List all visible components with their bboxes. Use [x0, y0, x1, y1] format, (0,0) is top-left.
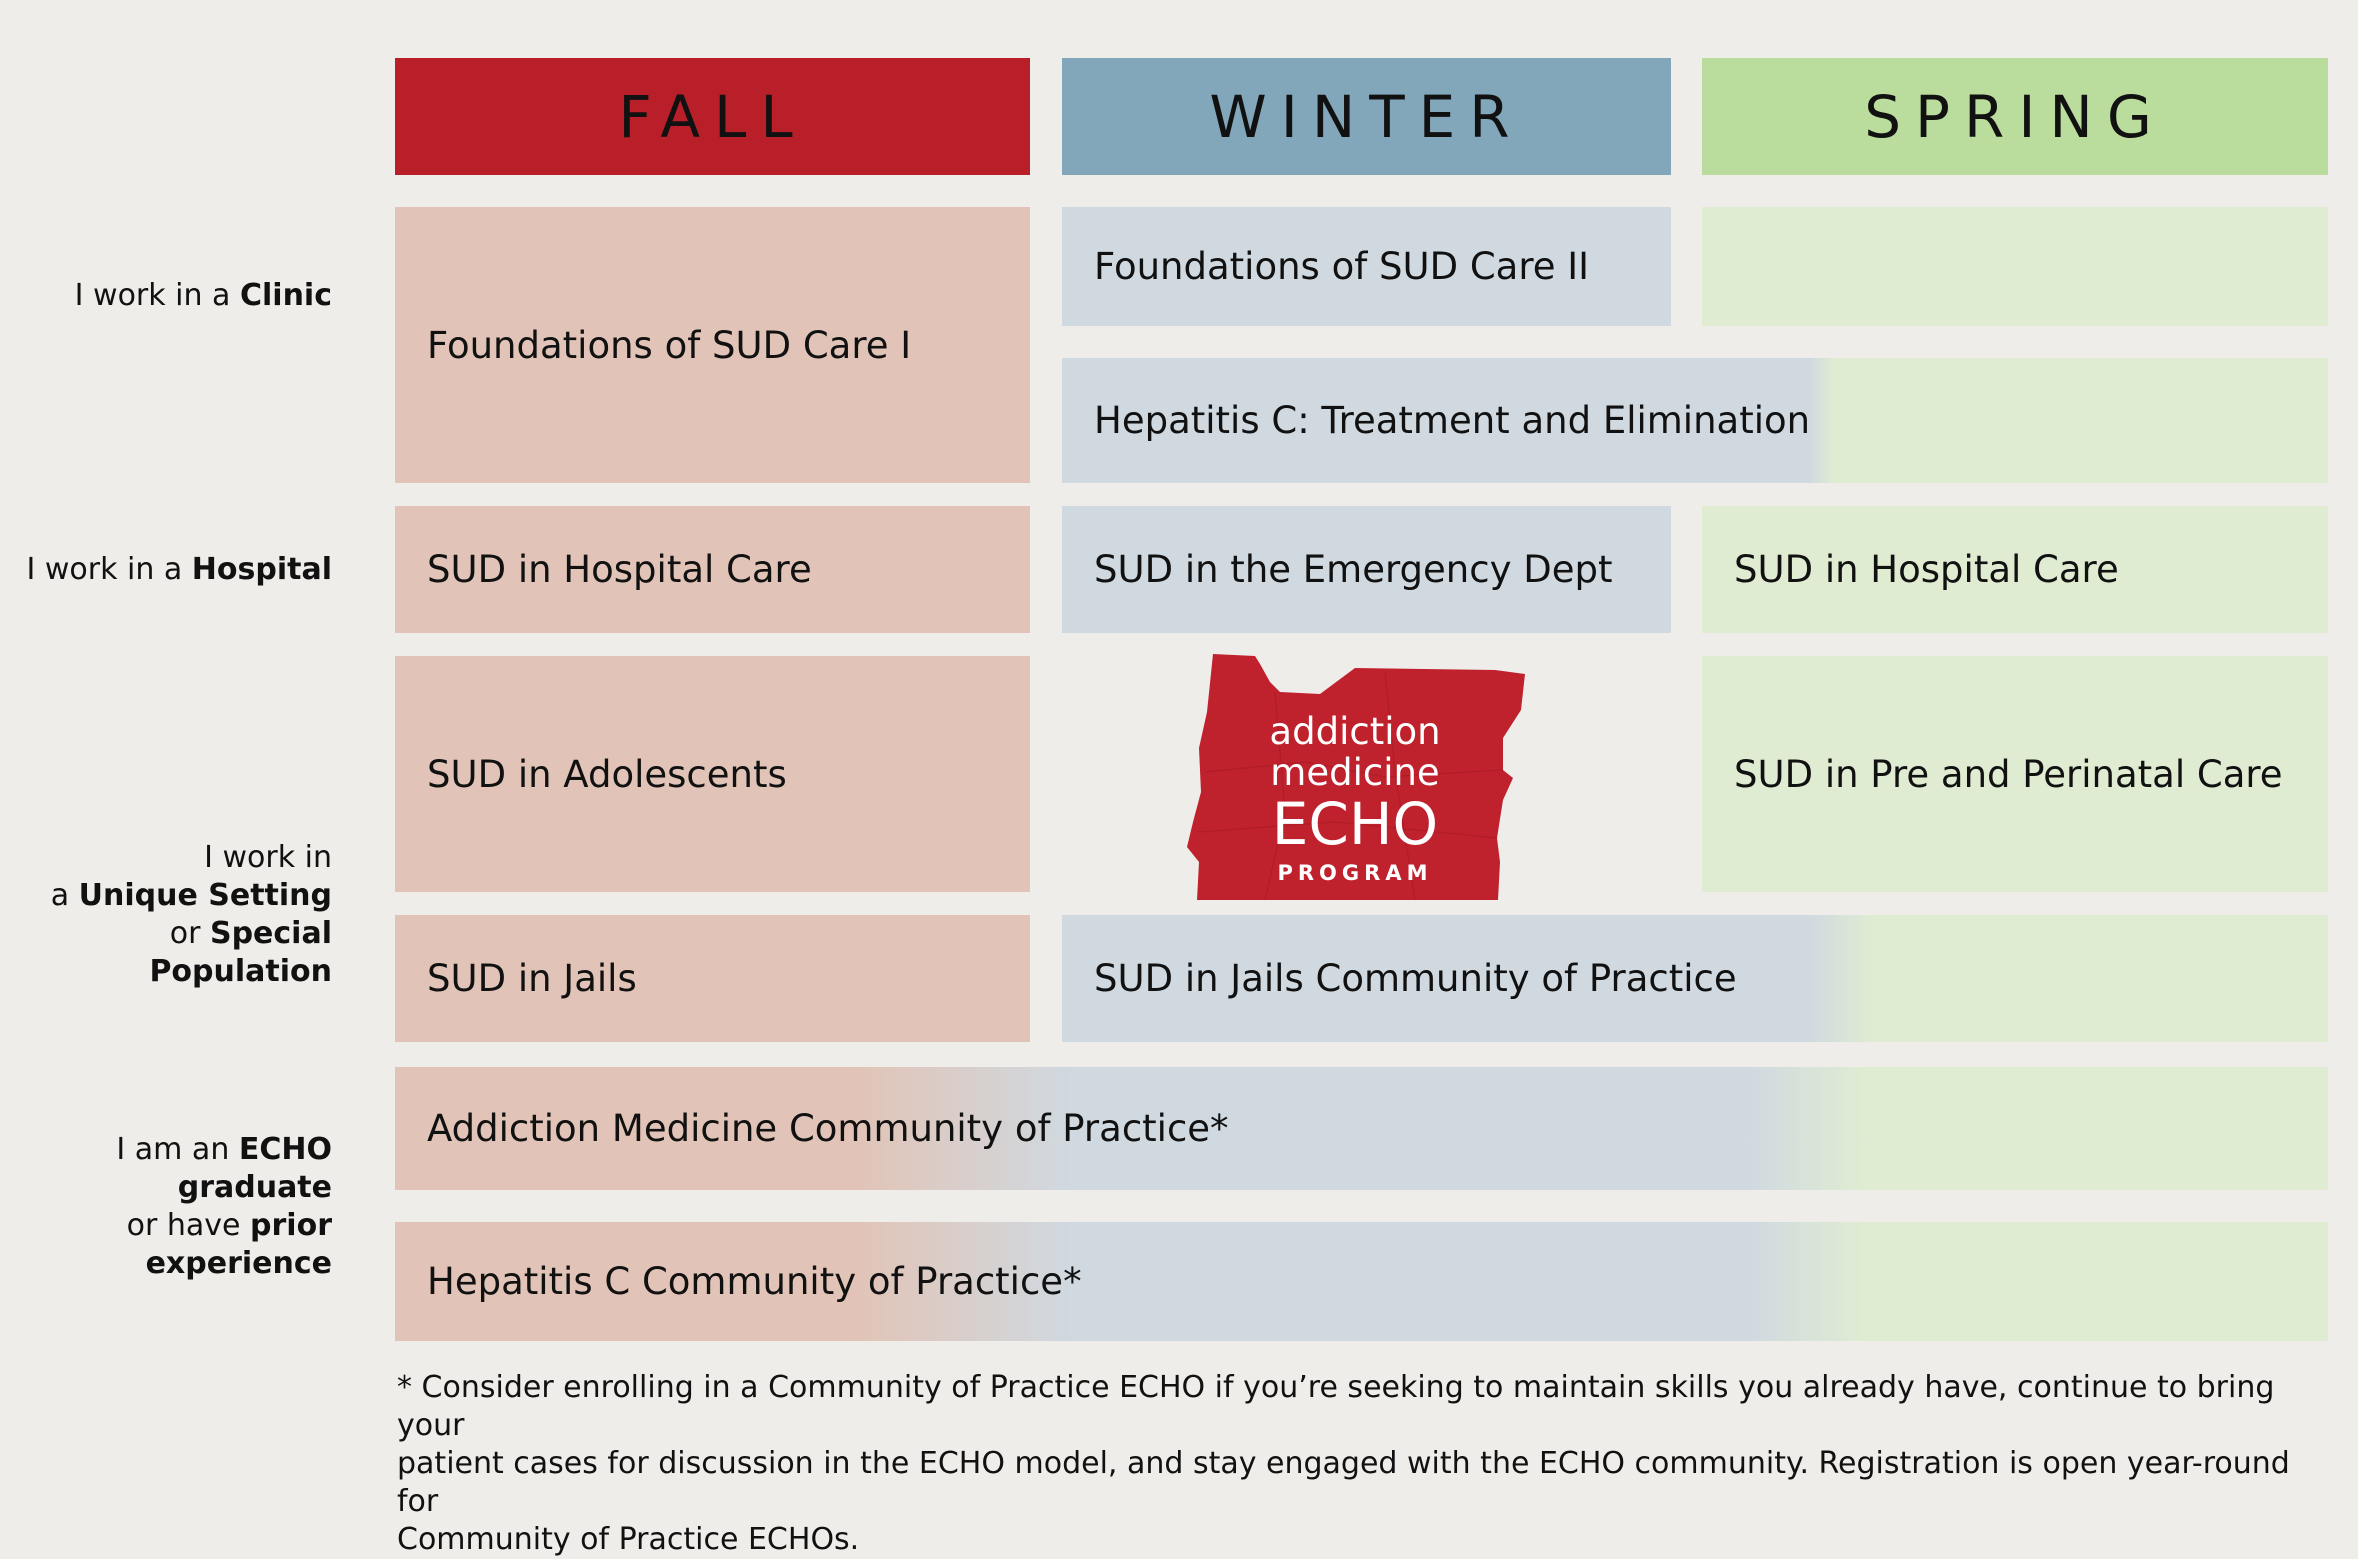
- row-label-unique-line3-bold: Special: [209, 916, 332, 951]
- row-label-echo-graduate: I am an ECHO graduate or have prior expe…: [20, 1131, 332, 1283]
- header-fall-label: FALL: [618, 82, 807, 151]
- cell-emergency-dept-label: SUD in the Emergency Dept: [1094, 548, 1613, 591]
- cell-jails-community-of-practice: SUD in Jails Community of Practice: [1062, 915, 2328, 1042]
- cell-jails-community-of-practice-label: SUD in Jails Community of Practice: [1094, 957, 1737, 1000]
- cell-perinatal-care: SUD in Pre and Perinatal Care: [1702, 656, 2328, 892]
- row-label-clinic-prefix: I work in a: [74, 278, 240, 313]
- row-label-hospital-prefix: I work in a: [26, 552, 192, 587]
- cell-spring-clinic-empty: [1702, 207, 2328, 326]
- row-label-graduate-line2-bold: graduate: [177, 1170, 332, 1205]
- row-label-graduate-line1-prefix: I am an: [116, 1132, 239, 1167]
- logo-text-line4: PROGRAM: [1278, 861, 1433, 885]
- row-label-graduate-line4-bold: experience: [145, 1246, 332, 1281]
- row-label-hospital-bold: Hospital: [191, 552, 332, 587]
- footnote: * Consider enrolling in a Community of P…: [397, 1369, 2327, 1559]
- row-label-graduate-line1-bold: ECHO: [238, 1132, 332, 1167]
- row-label-unique-line4-bold: Population: [149, 954, 332, 989]
- cell-hepatitis-c-treatment: Hepatitis C: Treatment and Elimination: [1062, 358, 2328, 483]
- header-fall: FALL: [395, 58, 1030, 175]
- row-label-unique-setting: I work in a Unique Setting or Special Po…: [20, 839, 332, 991]
- cell-spring-hospital-care-label: SUD in Hospital Care: [1734, 548, 2119, 591]
- cell-jails-label: SUD in Jails: [427, 957, 637, 1000]
- addiction-medicine-echo-logo: addiction medicine ECHO PROGRAM: [1185, 652, 1525, 902]
- cell-addiction-medicine-cop: Addiction Medicine Community of Practice…: [395, 1067, 2328, 1190]
- cell-adolescents-label: SUD in Adolescents: [427, 752, 787, 796]
- cell-perinatal-care-label: SUD in Pre and Perinatal Care: [1734, 752, 2283, 796]
- header-spring: SPRING: [1702, 58, 2328, 175]
- row-label-unique-line3-prefix: or: [169, 916, 210, 951]
- row-label-unique-line1: I work in: [204, 840, 332, 875]
- header-winter-label: WINTER: [1209, 82, 1524, 151]
- header-spring-label: SPRING: [1864, 82, 2166, 151]
- footnote-line1: * Consider enrolling in a Community of P…: [397, 1370, 2275, 1443]
- cell-jails: SUD in Jails: [395, 915, 1030, 1042]
- cell-hepatitis-c-cop: Hepatitis C Community of Practice*: [395, 1222, 2328, 1341]
- row-label-clinic: I work in a Clinic: [20, 277, 332, 315]
- footnote-line3: Community of Practice ECHOs.: [397, 1522, 860, 1557]
- logo-text-line1: addiction: [1269, 710, 1440, 753]
- row-label-clinic-bold: Clinic: [239, 278, 332, 313]
- row-label-unique-line2-bold: Unique Setting: [78, 878, 332, 913]
- cell-spring-hospital-care: SUD in Hospital Care: [1702, 506, 2328, 633]
- cell-emergency-dept: SUD in the Emergency Dept: [1062, 506, 1671, 633]
- logo-text-line3: ECHO: [1272, 790, 1438, 858]
- row-label-unique-line2-prefix: a: [50, 878, 79, 913]
- row-label-graduate-line3-prefix: or have: [126, 1208, 251, 1243]
- oregon-map-icon: addiction medicine ECHO PROGRAM: [1187, 654, 1525, 901]
- cell-fall-hospital-care: SUD in Hospital Care: [395, 506, 1030, 633]
- cell-foundations-sud-care-1-label: Foundations of SUD Care I: [427, 323, 912, 367]
- cell-adolescents: SUD in Adolescents: [395, 656, 1030, 892]
- cell-hepatitis-c-treatment-label: Hepatitis C: Treatment and Elimination: [1094, 399, 1811, 442]
- cell-fall-hospital-care-label: SUD in Hospital Care: [427, 548, 812, 591]
- cell-hepatitis-c-cop-label: Hepatitis C Community of Practice*: [427, 1260, 1082, 1303]
- cell-foundations-sud-care-1: Foundations of SUD Care I: [395, 207, 1030, 483]
- logo-text-line2: medicine: [1270, 751, 1439, 794]
- cell-foundations-sud-care-2: Foundations of SUD Care II: [1062, 207, 1671, 326]
- row-label-hospital: I work in a Hospital: [20, 551, 332, 589]
- footnote-line2: patient cases for discussion in the ECHO…: [397, 1446, 2290, 1519]
- cell-foundations-sud-care-2-label: Foundations of SUD Care II: [1094, 245, 1590, 288]
- row-label-graduate-line3-bold: prior: [250, 1208, 332, 1243]
- header-winter: WINTER: [1062, 58, 1671, 175]
- cell-addiction-medicine-cop-label: Addiction Medicine Community of Practice…: [427, 1107, 1229, 1150]
